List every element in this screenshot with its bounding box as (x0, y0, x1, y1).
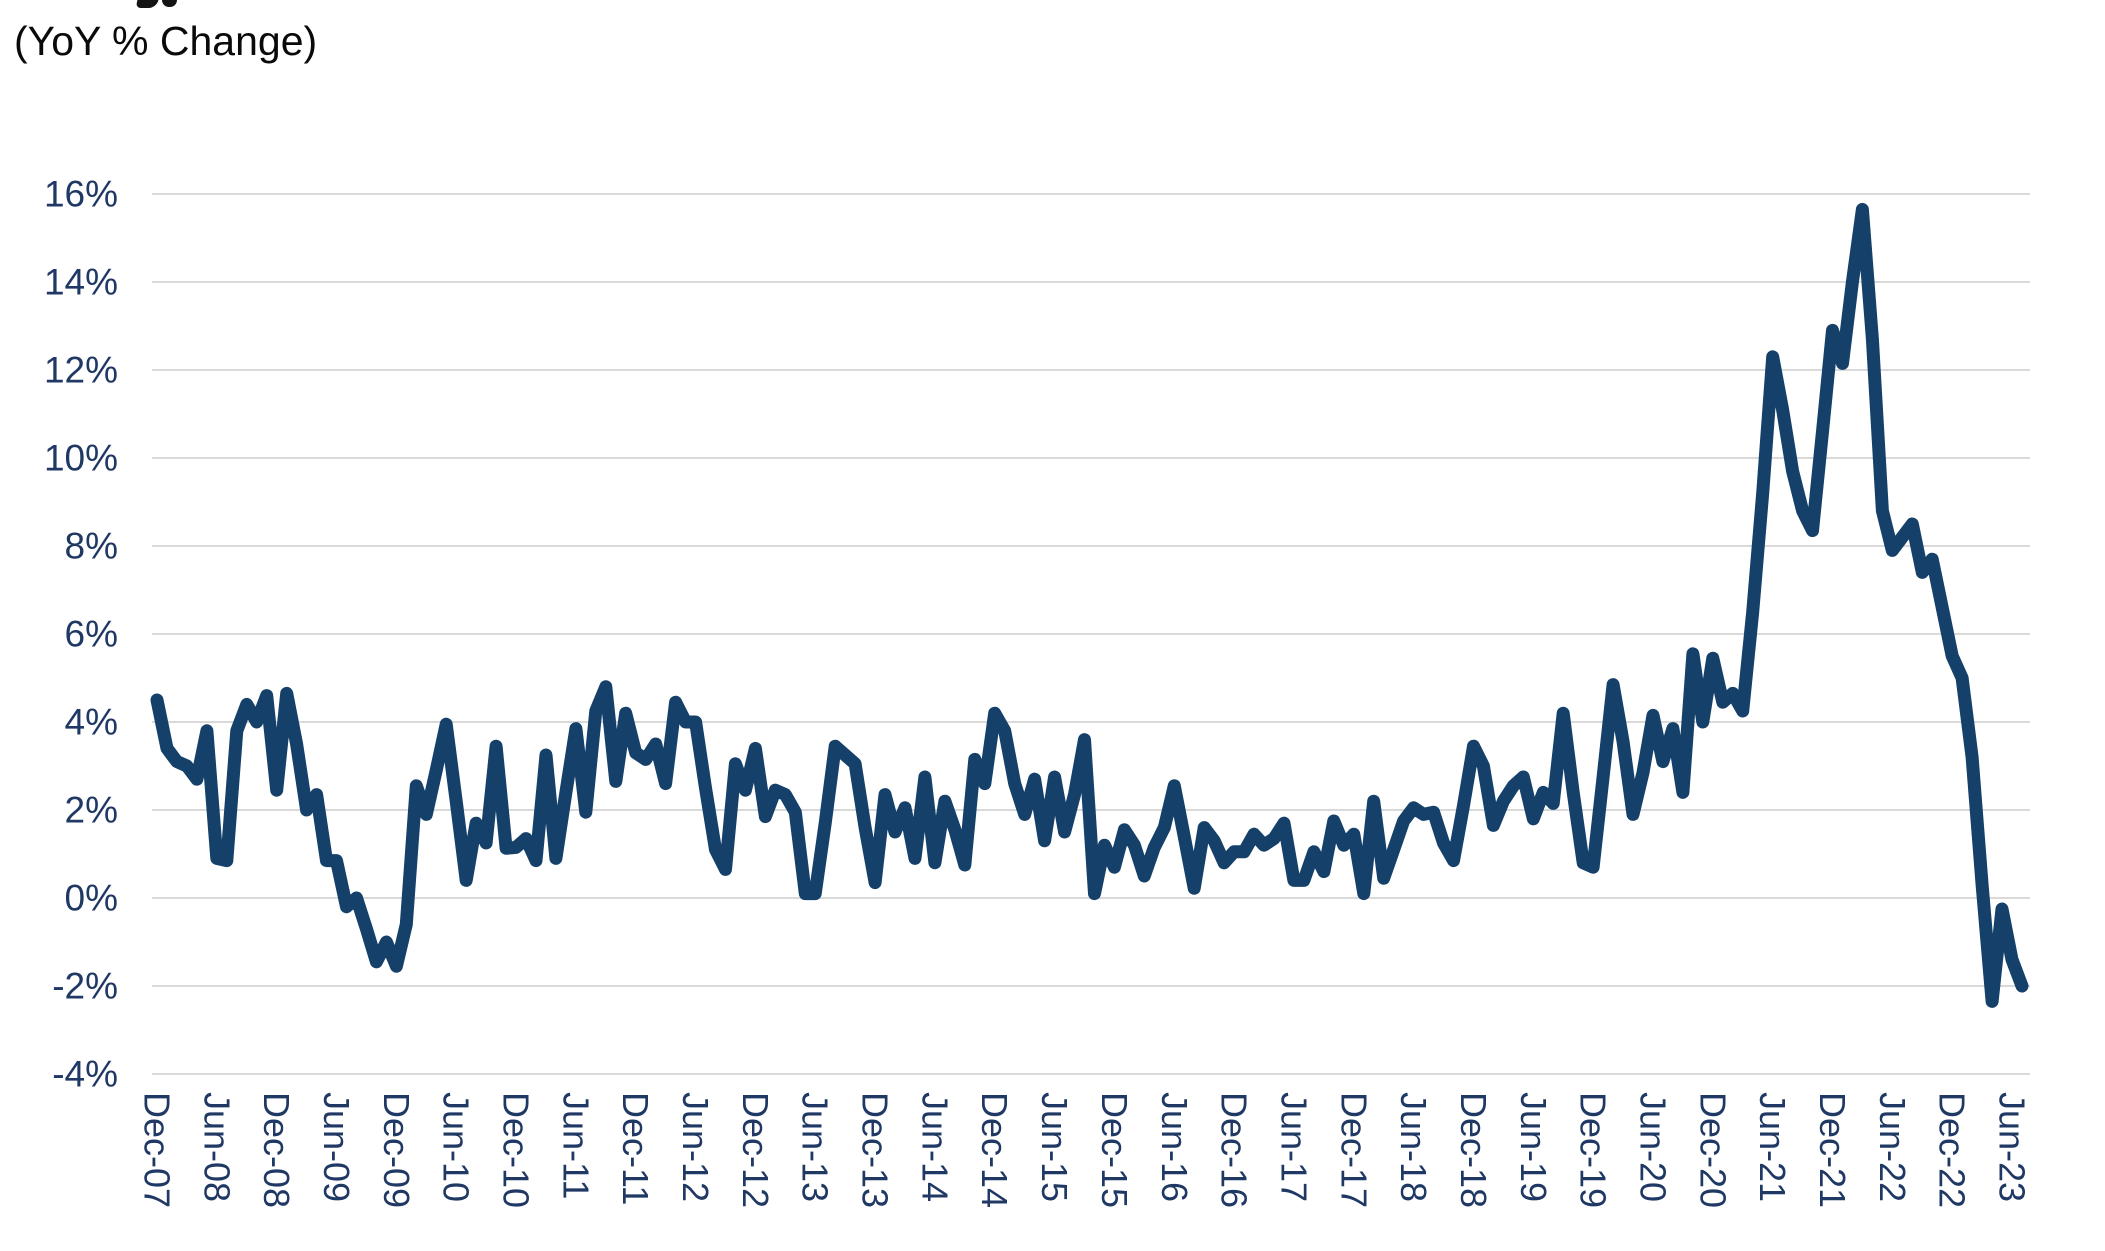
x-axis-tick-label: Jun-08 (196, 1092, 237, 1202)
chart-subtitle: (YoY % Change) (14, 18, 318, 64)
data-series-line (150, 202, 2029, 1008)
x-axis-tick-label: Dec-21 (1812, 1092, 1853, 1208)
x-axis-tick-label: Dec-09 (376, 1092, 417, 1208)
y-axis-tick-label: 10% (44, 438, 118, 479)
x-axis-tick-label: Dec-13 (855, 1092, 896, 1208)
y-axis-tick-label: 0% (65, 878, 118, 919)
y-axis-tick-label: 16% (44, 174, 118, 215)
y-axis-tick-label: 14% (44, 262, 118, 303)
y-axis-tick-label: -4% (52, 1054, 118, 1095)
x-axis-tick-label: Dec-08 (256, 1092, 297, 1208)
cropped-title-text-fragment (0, 0, 260, 10)
x-axis-tick-label: Jun-12 (675, 1092, 716, 1202)
y-axis-tick-label: 6% (65, 614, 118, 655)
x-axis-tick-label: Jun-17 (1273, 1092, 1314, 1202)
x-axis-tick-label: Dec-10 (496, 1092, 537, 1208)
x-axis-tick-label: Jun-16 (1154, 1092, 1195, 1202)
x-axis-tick-label: Dec-12 (735, 1092, 776, 1208)
x-axis-tick-label: Dec-11 (615, 1092, 656, 1205)
x-axis-tick-label: Jun-22 (1872, 1092, 1913, 1202)
x-axis-tick-label: Jun-19 (1513, 1092, 1554, 1202)
y-axis-tick-label: 4% (65, 702, 118, 743)
y-axis-tick-label: 2% (65, 790, 118, 831)
y-axis-tick-label: 8% (65, 526, 118, 567)
x-axis-tick-label: Dec-16 (1214, 1092, 1255, 1208)
x-axis-tick-label: Dec-15 (1094, 1092, 1135, 1208)
x-axis-tick-label: Jun-15 (1034, 1092, 1075, 1202)
x-axis-tick-label: Dec-20 (1692, 1092, 1733, 1208)
x-axis-tick-label: Dec-22 (1932, 1092, 1973, 1208)
x-axis-tick-label: Jun-11 (555, 1092, 596, 1199)
x-axis-tick-label: Jun-09 (316, 1092, 357, 1202)
y-axis-tick-label: 12% (44, 350, 118, 391)
x-axis-tick-label: Jun-13 (795, 1092, 836, 1202)
x-axis-tick-label: Jun-23 (1992, 1092, 2033, 1202)
x-axis-tick-label: Jun-18 (1393, 1092, 1434, 1202)
x-axis-tick-label: Dec-14 (974, 1092, 1015, 1208)
x-axis-tick-label: Dec-07 (137, 1092, 178, 1208)
x-axis-tick-label: Dec-18 (1453, 1092, 1494, 1208)
x-axis-tick-label: Jun-14 (914, 1092, 955, 1202)
x-axis-tick-label: Jun-10 (436, 1092, 477, 1202)
x-axis-tick-label: Jun-20 (1633, 1092, 1674, 1202)
x-axis-tick-label: Dec-19 (1573, 1092, 1614, 1208)
x-axis-tick-label: Jun-21 (1752, 1092, 1793, 1202)
x-axis-tick-label: Dec-17 (1333, 1092, 1374, 1208)
y-axis-tick-label: -2% (52, 966, 118, 1007)
